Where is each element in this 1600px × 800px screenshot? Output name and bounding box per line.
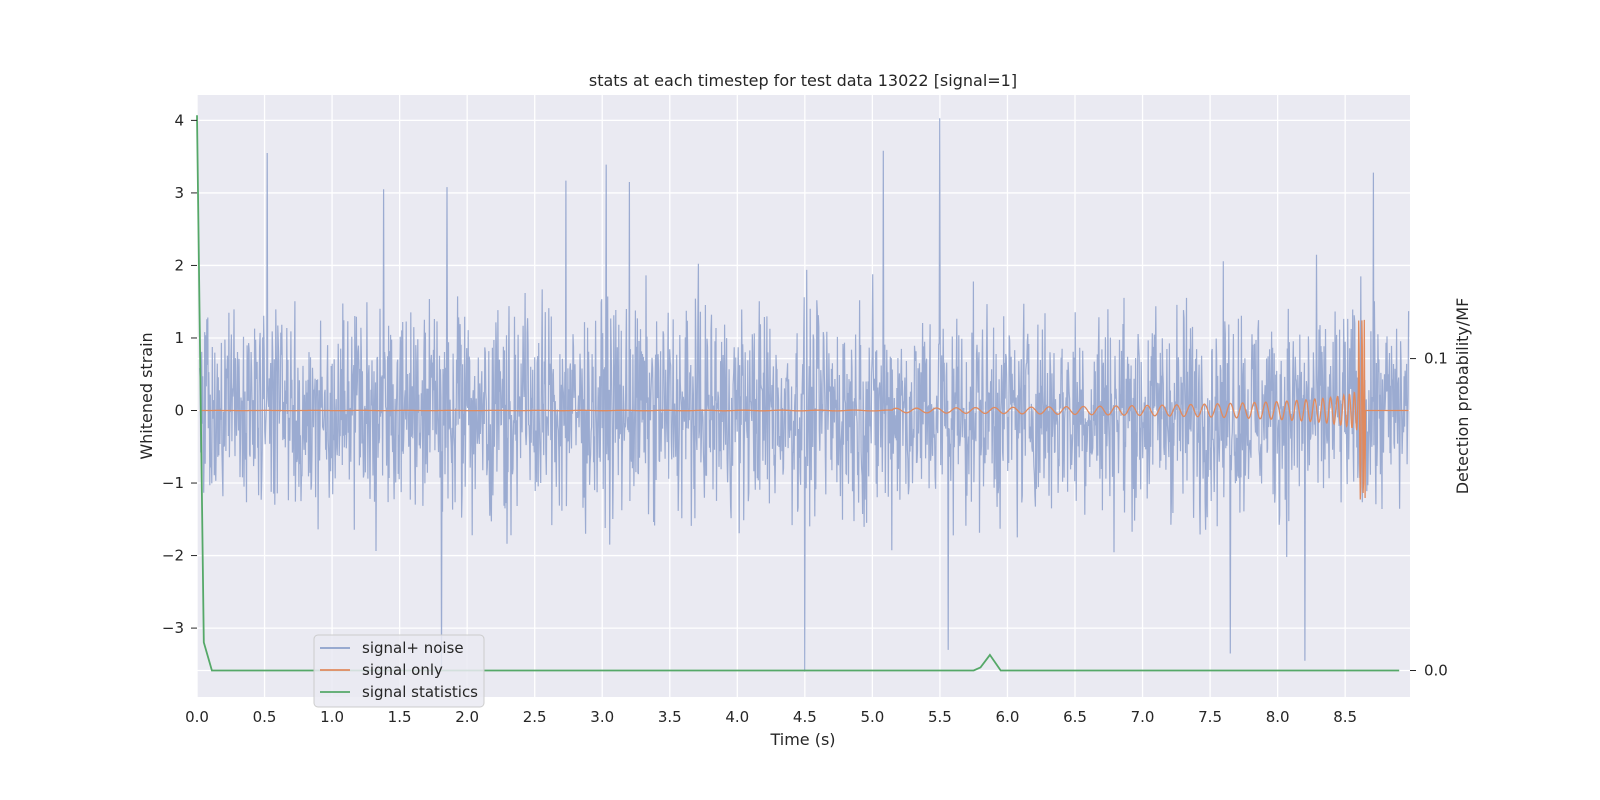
x-tick-label: 5.5 — [928, 708, 952, 726]
x-tick-label: 6.0 — [996, 708, 1020, 726]
series-group — [196, 115, 1410, 672]
legend-entry-signal-only: signal only — [362, 661, 443, 679]
y-tick-label: 2 — [174, 256, 184, 274]
x-tick-label: 6.5 — [1063, 708, 1087, 726]
legend: signal+ noise signal only signal statist… — [313, 634, 485, 708]
y-axis-label: Whitened strain — [137, 332, 156, 459]
x-tick-label: 0.0 — [185, 708, 209, 726]
x-tick-label: 4.5 — [793, 708, 817, 726]
x-tick-label: 5.0 — [860, 708, 884, 726]
series-line-signal-only — [199, 319, 1409, 500]
x-tick-label: 3.0 — [590, 708, 614, 726]
y-tick-label: −2 — [162, 547, 184, 565]
y-tick-label: 0 — [174, 402, 184, 420]
y-tick-label: −1 — [162, 474, 184, 492]
y2-tick-label: 0.0 — [1424, 661, 1448, 679]
x-tick-label: 8.5 — [1333, 708, 1357, 726]
x-tick-label: 0.5 — [253, 708, 277, 726]
x-axis-ticks: 0.0 0.5 1.0 1.5 2.0 2.5 3.0 3.5 4.0 4.5 5.0 5.5 6.0 6… — [185, 708, 1357, 726]
y-axis-ticks: 4 3 2 1 0 −1 −2 −3 — [162, 111, 197, 637]
x-tick-label: 8.0 — [1266, 708, 1290, 726]
x-tick-label: 1.0 — [320, 708, 344, 726]
x-tick-label: 2.5 — [523, 708, 547, 726]
y2-axis-ticks: 0.1 0.0 — [1410, 350, 1448, 679]
legend-box — [313, 634, 485, 708]
y-tick-label: 3 — [174, 184, 184, 202]
series-line-signal-plus-noise — [199, 118, 1410, 672]
x-tick-label: 1.5 — [388, 708, 412, 726]
x-tick-label: 2.0 — [455, 708, 479, 726]
x-tick-label: 3.5 — [658, 708, 682, 726]
legend-entry-signal-plus-noise: signal+ noise — [362, 639, 464, 657]
chart-title: stats at each timestep for test data 130… — [589, 71, 1017, 90]
y2-axis-label: Detection probability/MF — [1453, 298, 1472, 495]
x-tick-label: 7.5 — [1198, 708, 1222, 726]
x-axis-label: Time (s) — [769, 730, 835, 749]
y-tick-label: 4 — [174, 111, 184, 129]
series-line-signal-statistics — [196, 115, 1400, 672]
x-tick-label: 4.0 — [725, 708, 749, 726]
x-tick-label: 7.0 — [1131, 708, 1155, 726]
legend-entry-signal-statistics: signal statistics — [362, 683, 478, 701]
y-tick-label: −3 — [162, 619, 184, 637]
y-tick-label: 1 — [174, 329, 184, 347]
y2-tick-label: 0.1 — [1424, 350, 1448, 368]
